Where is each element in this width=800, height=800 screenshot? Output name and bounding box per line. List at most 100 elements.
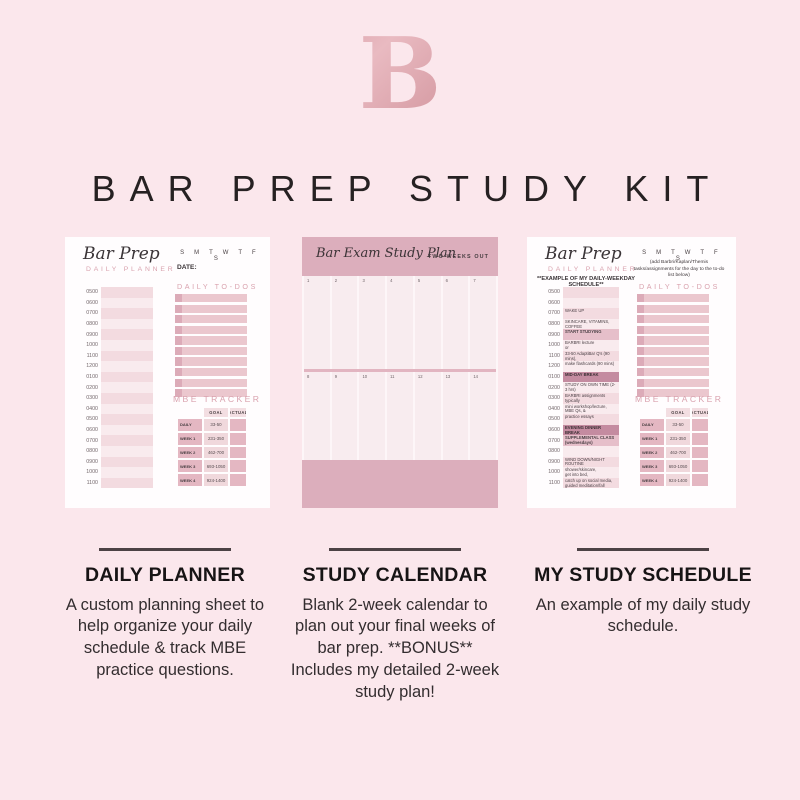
- tracker-actual-value: [691, 431, 709, 446]
- todo-bar: [175, 389, 247, 398]
- todos-note: (add Barbri/Kaplan/Themis tasks/assignme…: [633, 260, 725, 279]
- caption-heading: MY STUDY SCHEDULE: [534, 563, 752, 586]
- time-label: 1000: [86, 469, 98, 476]
- tracker-goal-value: 462-700: [665, 445, 691, 460]
- todo-checkbox-icon: [175, 336, 182, 345]
- tracker-corner-cell: [177, 407, 203, 418]
- tracker-row: WEEK 3 693-1050: [177, 459, 247, 474]
- todo-checkbox-icon: [175, 389, 182, 398]
- todo-bar: [637, 378, 709, 387]
- tracker-goal-value: 33-50: [203, 418, 229, 432]
- tracker-row: WEEK 3 693-1050: [639, 459, 709, 474]
- todo-checkbox-icon: [637, 357, 644, 366]
- schedule-entry: shower/skincare, get into bed,: [563, 467, 619, 478]
- schedule-row: 0400 mini workshop/lecture, MBE Qs, &: [539, 403, 621, 415]
- todo-checkbox-icon: [637, 336, 644, 345]
- time-label: 1000: [86, 342, 98, 349]
- tracker-row-label: WEEK 2: [639, 445, 665, 460]
- calendar-day-cell: 7: [470, 276, 497, 369]
- tracker-row: WEEK 4 924-1400: [177, 473, 247, 487]
- schedule-row: 0500: [539, 287, 621, 298]
- time-label: 0500: [548, 289, 560, 296]
- tracker-actual-value: [229, 473, 247, 487]
- time-label: 0700: [548, 437, 560, 444]
- schedule-entry: BARBRI lecture or: [563, 339, 619, 351]
- time-label: 0100: [548, 374, 560, 381]
- schedule-entry: WIND DOWN/NIGHT ROUTINEwatch t.v.,: [563, 456, 619, 468]
- todo-bar: [175, 357, 247, 366]
- time-label: 0700: [86, 310, 98, 317]
- calendar-day-cell: 8: [304, 372, 330, 460]
- time-row: 1100: [77, 477, 155, 489]
- calendar-day-cell: 11: [387, 372, 413, 460]
- todo-bar: [175, 336, 247, 345]
- time-slot: [101, 382, 153, 393]
- tracker-row-label: WEEK 3: [639, 459, 665, 474]
- example-schedule-note: **EXAMPLE OF MY DAILY-WEEKDAY SCHEDULE**: [536, 276, 635, 288]
- time-slot: [101, 287, 153, 298]
- time-slot: [101, 424, 153, 436]
- time-slot: [101, 297, 153, 309]
- time-label: 0900: [86, 458, 98, 465]
- tracker-row-label: WEEK 1: [177, 431, 203, 446]
- time-label: 0300: [86, 395, 98, 402]
- tracker-actual-value: [229, 431, 247, 446]
- tracker-row: WEEK 4 924-1400: [639, 473, 709, 487]
- tracker-actual-value: [229, 459, 247, 474]
- schedule-entry: mini workshop/lecture, MBE Qs, &: [563, 403, 619, 415]
- schedule-entry: MID-DAY BREAK: [563, 371, 619, 383]
- todo-bar: [637, 336, 709, 345]
- todo-bar: [637, 389, 709, 398]
- calendar-day-cell: 3: [359, 276, 386, 369]
- tracker-goal-value: 33-50: [665, 418, 691, 432]
- time-label: 1100: [548, 352, 560, 359]
- tracker-row-label: DAILY: [639, 418, 665, 432]
- time-label: 0700: [548, 310, 560, 317]
- calendar-day-cell: 5: [414, 276, 441, 369]
- caption-body: Blank 2-week calendar to plan out your f…: [290, 595, 500, 701]
- todo-checkbox-icon: [637, 378, 644, 387]
- schedule-row: 0300 BARBRI assignments typically: [539, 392, 621, 404]
- tracker-header-row: GOAL ACTUAL: [639, 407, 709, 418]
- schedule-row: 0600: [539, 297, 621, 309]
- schedule-entry: 33-50 AdaptiBar Q's (90 mins),review ans…: [563, 350, 619, 362]
- tracker-row: DAILY 33-50: [177, 418, 247, 432]
- schedule-entry: STUDY ON OWN TIME (2-3 hrs): [563, 382, 619, 393]
- time-row: 0700: [77, 435, 155, 446]
- tracker-row-label: WEEK 3: [177, 459, 203, 474]
- schedule-row: 0800: [539, 445, 621, 457]
- todo-bar: [175, 325, 247, 334]
- tracker-actual-value: [229, 418, 247, 432]
- time-row: 0400: [77, 403, 155, 415]
- schedule-entry: catch up on social media, guided meditati…: [563, 477, 619, 489]
- time-label: 0900: [548, 331, 560, 338]
- calendar-day-cell: 13: [442, 372, 469, 460]
- tracker-actual-value: [691, 445, 709, 460]
- tracker-header-row: GOAL ACTUAL: [177, 407, 247, 418]
- time-slot: [101, 329, 153, 340]
- tracker-goal-value: 462-700: [203, 445, 229, 460]
- time-label: 1100: [86, 479, 98, 486]
- time-label: 0600: [86, 427, 98, 434]
- todo-checkbox-icon: [175, 304, 182, 313]
- tracker-col-header: ACTUAL: [229, 407, 247, 418]
- tracker-row: DAILY 33-50: [639, 418, 709, 432]
- caption-daily-planner: DAILY PLANNER A custom planning sheet to…: [40, 540, 290, 682]
- caption-study-calendar: STUDY CALENDAR Blank 2-week calendar to …: [283, 540, 507, 703]
- time-label: 1200: [548, 363, 560, 370]
- time-slot: [101, 361, 153, 372]
- time-label: 1200: [86, 363, 98, 370]
- schedule-entry: make flashcards (90 mins): [563, 361, 619, 372]
- time-slot: [101, 371, 153, 383]
- todo-bar: [637, 325, 709, 334]
- time-label: 0400: [548, 405, 560, 412]
- todo-checkbox-icon: [637, 346, 644, 356]
- todo-list: [637, 294, 709, 400]
- tracker-row-label: WEEK 1: [639, 431, 665, 446]
- schedule-entry: SUPPLEMENTAL CLASS (wednesdays): [563, 435, 619, 446]
- tracker-corner-cell: [639, 407, 665, 418]
